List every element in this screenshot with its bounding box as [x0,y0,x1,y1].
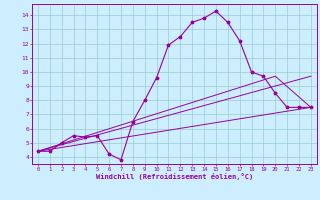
X-axis label: Windchill (Refroidissement éolien,°C): Windchill (Refroidissement éolien,°C) [96,173,253,180]
